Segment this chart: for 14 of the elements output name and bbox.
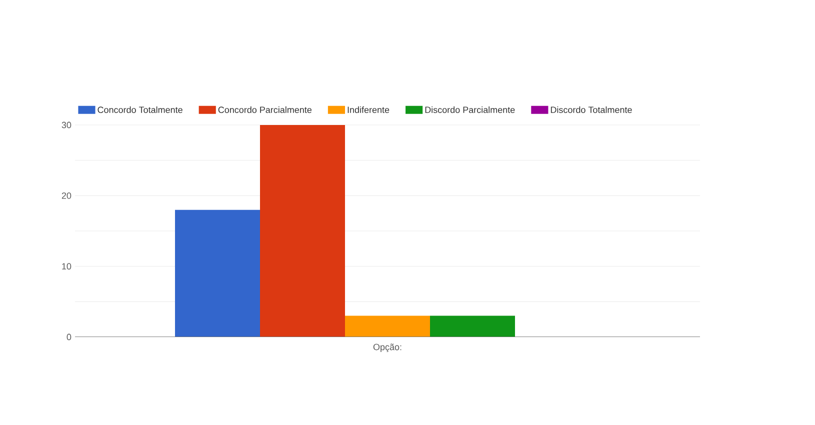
bar	[430, 316, 515, 337]
legend-label: Discordo Totalmente	[550, 106, 632, 114]
legend-label: Discordo Parcialmente	[425, 106, 515, 114]
legend-label: Concordo Parcialmente	[218, 106, 312, 114]
legend-label: Indiferente	[348, 106, 390, 114]
x-axis-title: Opção:	[373, 344, 402, 352]
y-tick-label: 30	[62, 122, 72, 128]
y-tick-label: 20	[62, 192, 72, 199]
y-tick-label: 0	[66, 334, 72, 340]
bar	[260, 124, 346, 337]
y-tick-label: 10	[62, 263, 72, 270]
bar	[175, 210, 260, 337]
bar	[345, 316, 430, 337]
legend-label: Concordo Totalmente	[98, 106, 182, 114]
